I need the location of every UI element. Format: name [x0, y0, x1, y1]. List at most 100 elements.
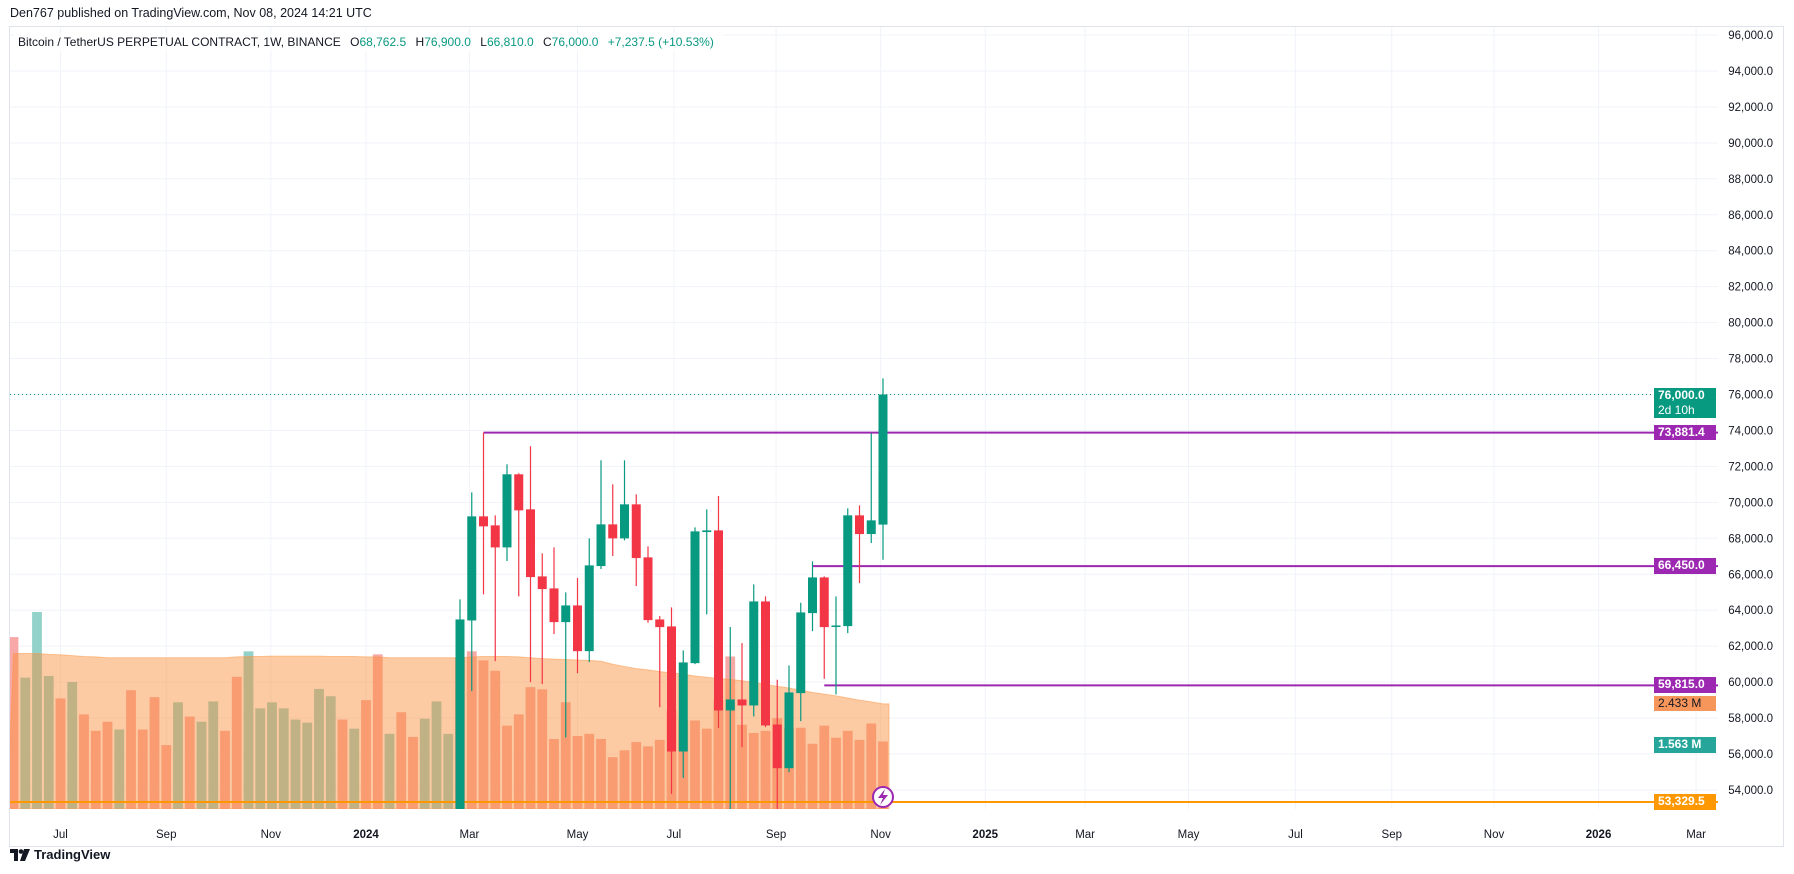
volume-bar-down	[842, 730, 853, 809]
last-price-tag: 76,000.0 2d 10h	[1654, 388, 1716, 418]
volume-bar-down	[878, 741, 888, 809]
legend-low: 66,810.0	[486, 35, 534, 49]
volume-bar-down	[701, 728, 712, 809]
candle-down	[761, 596, 770, 728]
volume-bar-down	[748, 732, 759, 809]
y-tick-label: 86,000.0	[1728, 210, 1773, 222]
candle-body	[725, 699, 735, 711]
volume-bar-down	[819, 725, 830, 809]
y-tick-label: 84,000.0	[1728, 246, 1773, 258]
candle-up	[808, 561, 817, 632]
candle-up	[467, 492, 477, 692]
horizontal-levels[interactable]	[10, 431, 1718, 804]
volume-bar-up	[243, 651, 254, 809]
candle-down	[772, 679, 782, 809]
x-tick-label: Mar	[1686, 829, 1706, 841]
candle-body	[878, 394, 888, 525]
y-tick-label: 82,000.0	[1728, 282, 1773, 294]
tradingview-logo-text: TradingView	[34, 847, 111, 862]
candle-down	[855, 505, 864, 584]
candle-down	[479, 432, 488, 595]
y-tick-label: 94,000.0	[1728, 66, 1773, 78]
chart-frame	[9, 26, 1784, 847]
x-tick-label: 2026	[1586, 829, 1612, 841]
y-tick-label: 68,000.0	[1728, 533, 1773, 545]
candle-down	[714, 496, 723, 729]
candle-down	[655, 616, 665, 708]
volume-bar-down	[560, 702, 571, 809]
candle-body	[831, 625, 841, 627]
candle-body	[714, 530, 723, 711]
volume-bar-up	[267, 702, 277, 809]
volume-bar-up	[67, 681, 78, 809]
volume-bar-down	[713, 700, 724, 809]
y-tick-label: 78,000.0	[1728, 354, 1773, 366]
volume-bar-down	[466, 651, 477, 809]
candle-body	[808, 577, 817, 614]
volume-bar-down	[654, 739, 665, 809]
candle-down	[667, 607, 676, 794]
lightning-icon[interactable]	[872, 786, 894, 808]
volume-bar-up	[43, 675, 54, 809]
candle-body	[549, 588, 559, 623]
volume-bar-down	[220, 730, 230, 809]
candle-body	[655, 619, 665, 628]
y-tick-label: 54,000.0	[1728, 785, 1773, 797]
last-price-value: 76,000.0	[1658, 388, 1705, 402]
x-tick-label: Sep	[1382, 829, 1402, 841]
volume-bar-down	[831, 737, 841, 809]
legend-symbol: Bitcoin / TetherUS PERPETUAL CONTRACT, 1…	[18, 35, 341, 49]
y-tick-label: 70,000.0	[1728, 497, 1773, 509]
volume-bar-down	[337, 719, 348, 809]
tradingview-logo[interactable]: TradingView	[10, 847, 110, 862]
candle-up	[749, 584, 759, 717]
volume-bar-down	[231, 676, 242, 809]
candles	[455, 378, 888, 809]
candle-body	[479, 516, 488, 527]
candle-down	[819, 576, 829, 679]
y-tick-label: 96,000.0	[1728, 30, 1773, 42]
time-axis[interactable]: Jul Sep Nov 2024 Mar May Jul Sep Nov 2025 Mar May Ju…	[53, 829, 1706, 841]
candle-up	[725, 627, 735, 809]
candle-body	[702, 530, 712, 533]
volume-bar-down	[102, 721, 113, 809]
candle-body	[584, 565, 594, 652]
volume-bar-down	[90, 730, 101, 809]
y-tick-label: 72,000.0	[1728, 461, 1773, 473]
candle-down	[549, 547, 559, 635]
volume-bar-down	[10, 637, 19, 809]
candle-up	[455, 599, 465, 809]
candle-body	[537, 576, 547, 590]
volume-bar-up	[208, 701, 219, 809]
volume-bar-down	[513, 714, 524, 809]
volume-bar-down	[854, 739, 865, 809]
x-tick-label: May	[567, 829, 589, 841]
candle-up	[678, 650, 688, 778]
candle-body	[514, 474, 524, 511]
volume-bar-down	[79, 714, 89, 809]
y-tick-label: 76,000.0	[1728, 390, 1773, 402]
legend: Bitcoin / TetherUS PERPETUAL CONTRACT, 1…	[14, 33, 724, 51]
volume-bar-down	[737, 724, 747, 809]
legend-high: 76,900.0	[424, 35, 471, 49]
x-tick-label: Mar	[459, 829, 479, 841]
x-tick-label: Jul	[53, 829, 68, 841]
volume-bar-up	[419, 718, 430, 809]
candle-body	[737, 699, 747, 706]
candle-down	[514, 473, 524, 597]
legend-high-key: H	[415, 35, 425, 49]
candle-body	[561, 605, 571, 623]
volume-bar-up	[325, 696, 336, 809]
bar-countdown: 2d 10h	[1658, 403, 1695, 417]
tradingview-logo-icon	[10, 848, 30, 861]
x-tick-label: 2025	[972, 829, 998, 841]
legend-open: 68,762.5	[359, 35, 407, 49]
candle-down	[737, 643, 747, 748]
x-tick-label: Nov	[870, 829, 891, 841]
volume-bar-down	[760, 730, 771, 809]
x-tick-label: Nov	[1484, 829, 1505, 841]
volume-bar-down	[396, 712, 407, 809]
price-axis[interactable]: 96,000.0 94,000.0 92,000.0 90,000.0 88,000.0…	[1728, 30, 1773, 797]
volume-bar-up	[314, 688, 324, 809]
